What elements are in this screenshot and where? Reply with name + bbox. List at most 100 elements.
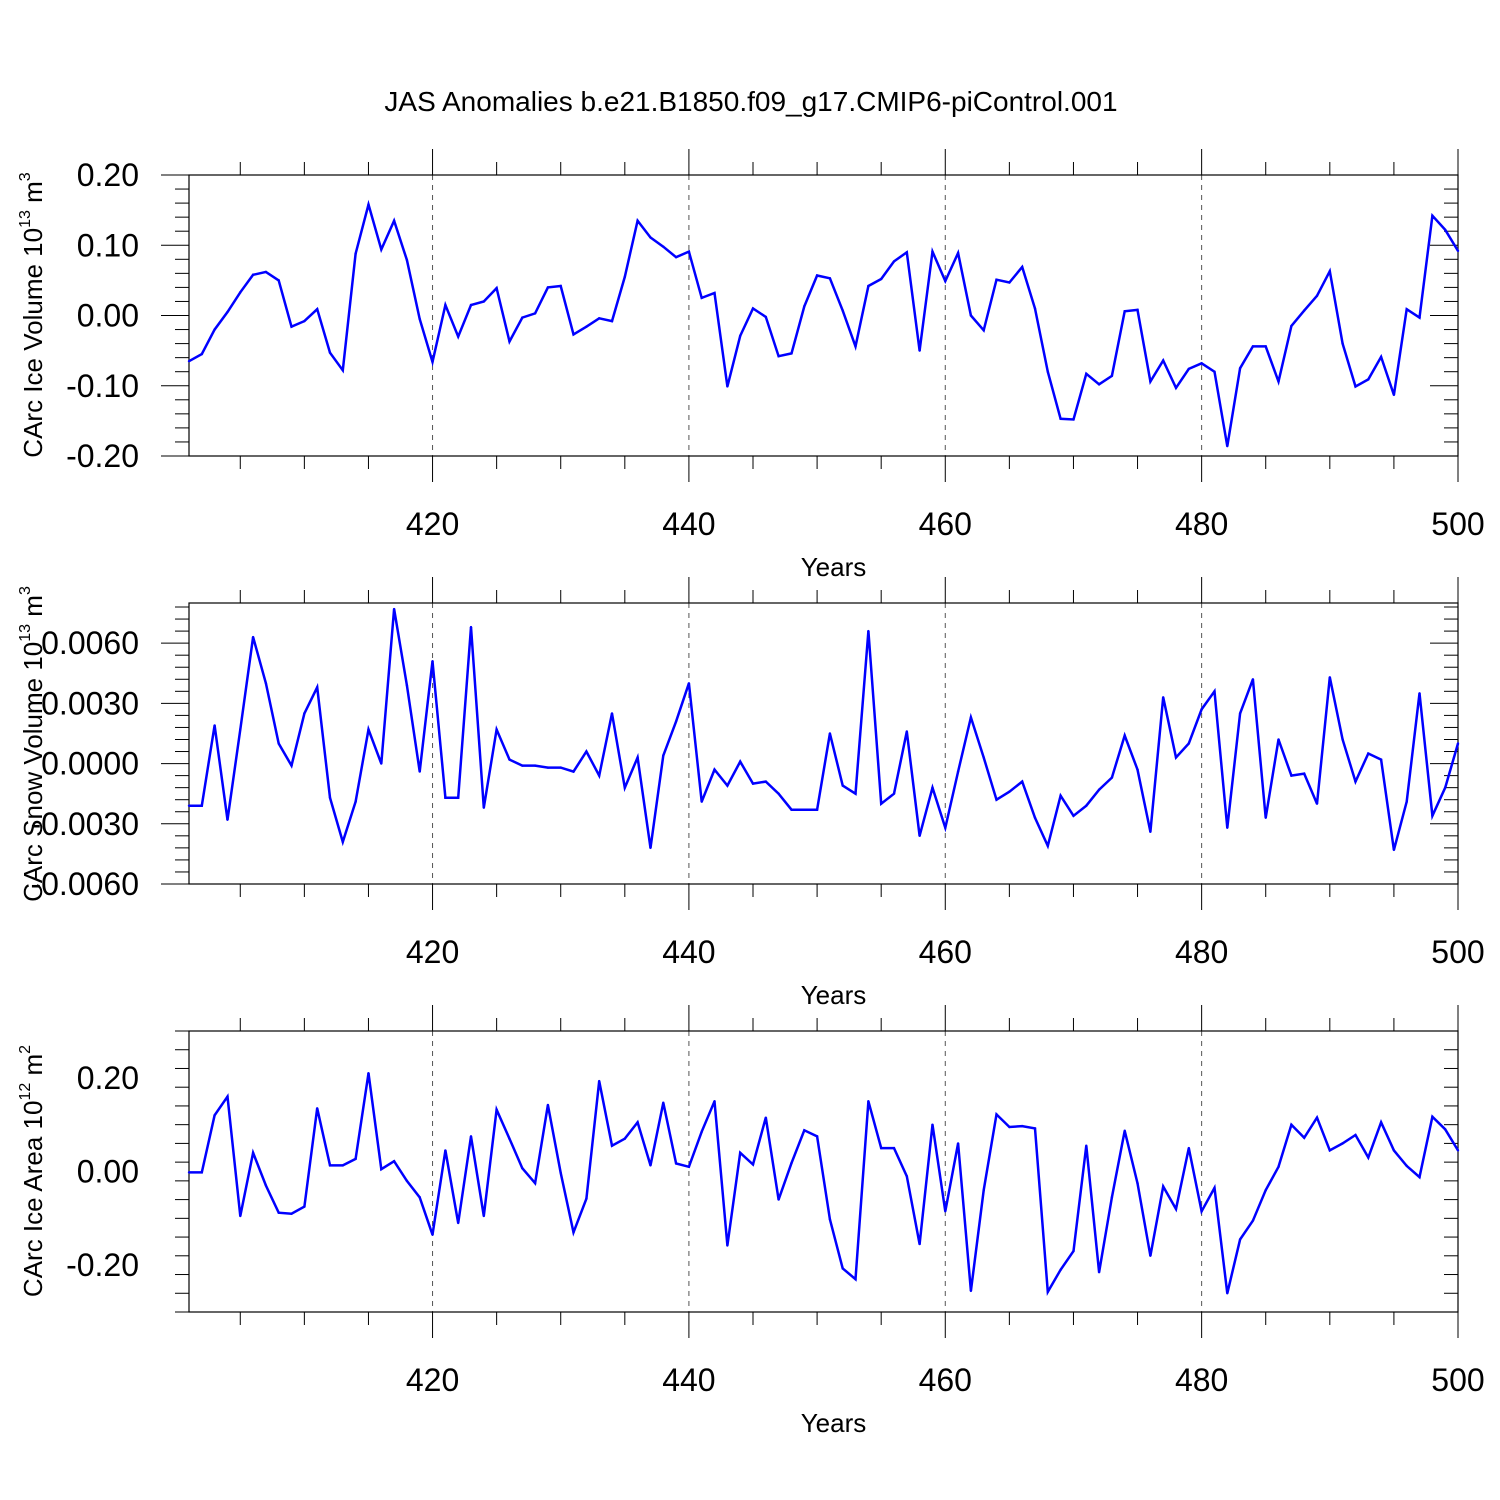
data-point xyxy=(944,279,947,283)
data-point xyxy=(1392,393,1396,397)
data-point xyxy=(315,686,319,689)
data-point xyxy=(828,277,832,280)
data-point xyxy=(508,1137,511,1140)
data-point xyxy=(995,1113,998,1116)
data-point xyxy=(905,730,909,733)
data-point xyxy=(1341,738,1344,741)
data-point xyxy=(1046,1290,1050,1294)
data-point xyxy=(1405,307,1408,311)
data-point xyxy=(841,309,844,312)
y-tick-label: -0.10 xyxy=(66,368,139,404)
data-point xyxy=(726,1244,729,1247)
data-point xyxy=(303,319,306,323)
y-tick-label: 0.0030 xyxy=(41,685,139,721)
data-point xyxy=(610,712,614,715)
data-point xyxy=(1020,1124,1024,1128)
data-point xyxy=(585,1197,588,1200)
data-point xyxy=(623,1137,627,1140)
x-tick-label: 440 xyxy=(662,506,715,542)
data-point xyxy=(572,333,575,336)
data-point xyxy=(995,278,998,281)
x-tick-label: 480 xyxy=(1175,506,1228,542)
data-point xyxy=(1456,742,1460,745)
data-point xyxy=(892,1146,896,1150)
data-point xyxy=(1315,294,1319,298)
data-point xyxy=(239,291,242,294)
data-point xyxy=(405,684,409,687)
data-point xyxy=(277,1211,280,1214)
data-point xyxy=(213,1114,216,1117)
data-point xyxy=(572,770,575,773)
data-point xyxy=(1251,345,1255,348)
data-point xyxy=(879,277,883,281)
y-axis-label-part: 13 xyxy=(17,624,34,642)
data-point xyxy=(854,345,857,348)
data-point xyxy=(1277,380,1280,383)
data-point xyxy=(674,720,678,723)
data-point xyxy=(1033,307,1037,310)
y-tick-label: 0.20 xyxy=(77,157,139,193)
data-point xyxy=(1059,1268,1062,1272)
panel-3: 420 440 460 480 500 Years -0.20 0.00 0.20 CArc Ic… xyxy=(17,1005,1485,1438)
data-point xyxy=(931,250,934,253)
y-tick-label: 0.0060 xyxy=(41,625,139,661)
y-tick-label: 0.00 xyxy=(77,298,139,334)
data-point xyxy=(597,1079,601,1083)
data-point xyxy=(918,349,921,352)
data-point xyxy=(815,1135,819,1138)
data-point xyxy=(713,291,716,295)
data-point xyxy=(1059,417,1062,420)
data-point xyxy=(239,1214,242,1218)
x-tick-label: 460 xyxy=(919,934,972,970)
data-point xyxy=(187,359,191,363)
data-point xyxy=(803,305,806,308)
panel-1: 420 440 460 480 500 Years -0.20 -0.10 0.00 0.10 0.… xyxy=(17,149,1485,582)
data-point xyxy=(1174,386,1178,390)
data-point xyxy=(623,786,627,789)
data-point xyxy=(187,1171,191,1174)
x-tick-label: 460 xyxy=(919,1362,972,1398)
data-point xyxy=(803,808,806,811)
data-point xyxy=(700,296,703,300)
data-point xyxy=(328,351,332,354)
data-point xyxy=(1097,1270,1101,1274)
data-point xyxy=(713,1100,716,1103)
data-point xyxy=(585,750,588,753)
data-point xyxy=(867,1100,870,1103)
y-axis-label: CArc Ice Area 1012 m2 xyxy=(17,1045,48,1297)
data-point xyxy=(1315,802,1319,805)
data-point xyxy=(1136,768,1139,771)
data-point xyxy=(1418,692,1421,695)
data-point xyxy=(700,800,703,803)
data-point xyxy=(1392,1149,1396,1152)
data-point xyxy=(1405,1164,1408,1168)
data-point xyxy=(1200,708,1203,711)
data-point xyxy=(662,754,665,757)
data-point xyxy=(290,325,293,328)
data-point xyxy=(546,1103,550,1107)
data-point xyxy=(969,716,973,719)
x-tick-label: 420 xyxy=(406,934,459,970)
data-point xyxy=(1008,790,1011,793)
data-point xyxy=(1020,780,1024,783)
data-point xyxy=(828,1218,832,1221)
data-point xyxy=(1277,738,1280,741)
data-point xyxy=(495,286,498,290)
data-point xyxy=(1277,1165,1280,1169)
data-point xyxy=(354,800,357,803)
data-point xyxy=(1238,1238,1242,1241)
data-point xyxy=(1200,1210,1203,1213)
data-point xyxy=(636,219,639,222)
data-point xyxy=(1456,249,1460,253)
data-point xyxy=(1379,1121,1383,1124)
data-point xyxy=(854,1278,857,1281)
data-point xyxy=(1097,788,1101,791)
data-point xyxy=(1174,1207,1178,1211)
data-point xyxy=(892,260,896,263)
data-point xyxy=(405,258,409,262)
data-point xyxy=(213,724,216,727)
data-point xyxy=(879,1146,883,1150)
data-point xyxy=(1341,342,1344,345)
data-point xyxy=(944,1210,947,1213)
data-point xyxy=(1328,270,1332,273)
